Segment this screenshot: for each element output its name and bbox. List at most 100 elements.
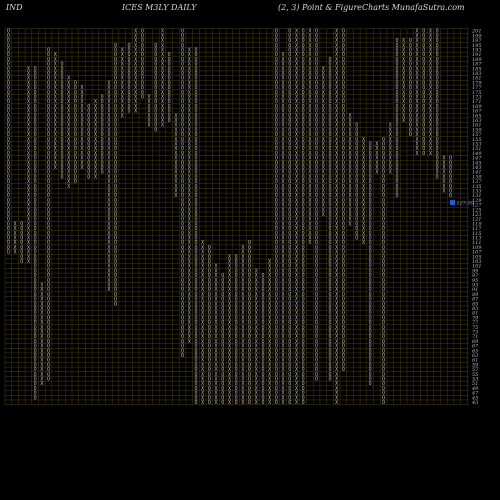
o-marker: O <box>60 132 63 138</box>
x-marker: X <box>107 250 110 256</box>
o-marker: O <box>34 66 37 72</box>
o-marker: O <box>114 170 117 176</box>
o-marker: O <box>194 353 197 359</box>
o-marker: O <box>342 301 345 307</box>
x-marker: X <box>241 362 244 368</box>
o-marker: O <box>315 38 318 44</box>
o-marker: O <box>315 184 318 190</box>
x-marker: X <box>40 292 43 298</box>
o-marker: O <box>315 43 318 49</box>
o-marker: O <box>342 76 345 82</box>
o-marker: O <box>328 325 331 331</box>
o-marker: O <box>47 311 50 317</box>
x-marker: X <box>107 85 110 91</box>
o-marker: O <box>315 85 318 91</box>
o-marker: O <box>382 174 385 180</box>
y-tick-label: 107 <box>472 250 482 256</box>
o-marker: O <box>181 325 184 331</box>
o-marker: O <box>275 250 278 256</box>
x-marker: X <box>201 283 204 289</box>
o-marker: O <box>275 66 278 72</box>
o-marker: O <box>328 212 331 218</box>
o-marker: O <box>422 127 425 133</box>
x-marker: X <box>188 123 191 129</box>
x-marker: X <box>416 151 419 157</box>
o-marker: O <box>261 278 264 284</box>
o-marker: O <box>449 156 452 162</box>
x-marker: X <box>188 76 191 82</box>
x-marker: X <box>308 85 311 91</box>
x-marker: X <box>241 268 244 274</box>
o-marker: O <box>275 203 278 209</box>
o-marker: O <box>275 226 278 232</box>
o-marker: O <box>194 57 197 63</box>
y-tick-label: 105 <box>472 254 482 260</box>
o-marker: O <box>315 142 318 148</box>
x-marker: X <box>188 99 191 105</box>
o-marker: O <box>395 99 398 105</box>
x-marker: X <box>295 52 298 58</box>
y-tick-label: 111 <box>472 240 482 246</box>
x-marker: X <box>134 48 137 54</box>
o-marker: O <box>315 174 318 180</box>
x-marker: X <box>134 80 137 86</box>
x-marker: X <box>335 395 338 401</box>
x-marker: X <box>188 198 191 204</box>
x-marker: X <box>362 156 365 162</box>
o-marker: O <box>328 226 331 232</box>
o-marker: O <box>34 259 37 265</box>
y-tick-label: 79 <box>472 315 479 321</box>
x-marker: X <box>308 236 311 242</box>
x-marker: X <box>121 71 124 77</box>
x-marker: X <box>201 353 204 359</box>
o-marker: O <box>87 170 90 176</box>
x-marker: X <box>322 113 325 119</box>
x-marker: X <box>335 348 338 354</box>
o-marker: O <box>382 315 385 321</box>
o-marker: O <box>382 268 385 274</box>
o-marker: O <box>395 66 398 72</box>
o-marker: O <box>181 33 184 39</box>
x-marker: X <box>40 334 43 340</box>
o-marker: O <box>328 142 331 148</box>
o-marker: O <box>275 400 278 406</box>
o-marker: O <box>395 90 398 96</box>
x-marker: X <box>188 109 191 115</box>
x-marker: X <box>255 344 258 350</box>
o-marker: O <box>47 325 50 331</box>
x-marker: X <box>94 151 97 157</box>
x-marker: X <box>308 52 311 58</box>
o-marker: O <box>101 156 104 162</box>
y-tick-label: 51 <box>472 381 478 387</box>
x-marker: X <box>282 170 285 176</box>
x-marker: X <box>27 207 30 213</box>
o-marker: O <box>114 165 117 171</box>
o-marker: O <box>34 109 37 115</box>
y-tick-label: 201 <box>471 29 482 35</box>
o-marker: O <box>382 217 385 223</box>
o-marker: O <box>60 151 63 157</box>
x-marker: X <box>121 48 124 54</box>
o-marker: O <box>288 372 291 378</box>
x-marker: X <box>188 184 191 190</box>
x-marker: X <box>416 104 419 110</box>
x-marker: X <box>215 287 218 293</box>
o-marker: O <box>194 292 197 298</box>
x-marker: X <box>349 179 352 185</box>
x-marker: X <box>67 76 70 82</box>
x-marker: X <box>188 80 191 86</box>
o-marker: O <box>342 104 345 110</box>
o-marker: O <box>355 132 358 138</box>
x-marker: X <box>335 330 338 336</box>
o-marker: O <box>127 90 130 96</box>
x-marker: X <box>67 160 70 166</box>
x-marker: X <box>27 99 30 105</box>
o-marker: O <box>302 245 305 251</box>
o-marker: O <box>114 231 117 237</box>
x-marker: X <box>268 344 271 350</box>
x-marker: X <box>67 85 70 91</box>
o-marker: O <box>74 95 77 101</box>
x-marker: X <box>362 160 365 166</box>
o-marker: O <box>328 123 331 129</box>
x-marker: X <box>429 48 432 54</box>
